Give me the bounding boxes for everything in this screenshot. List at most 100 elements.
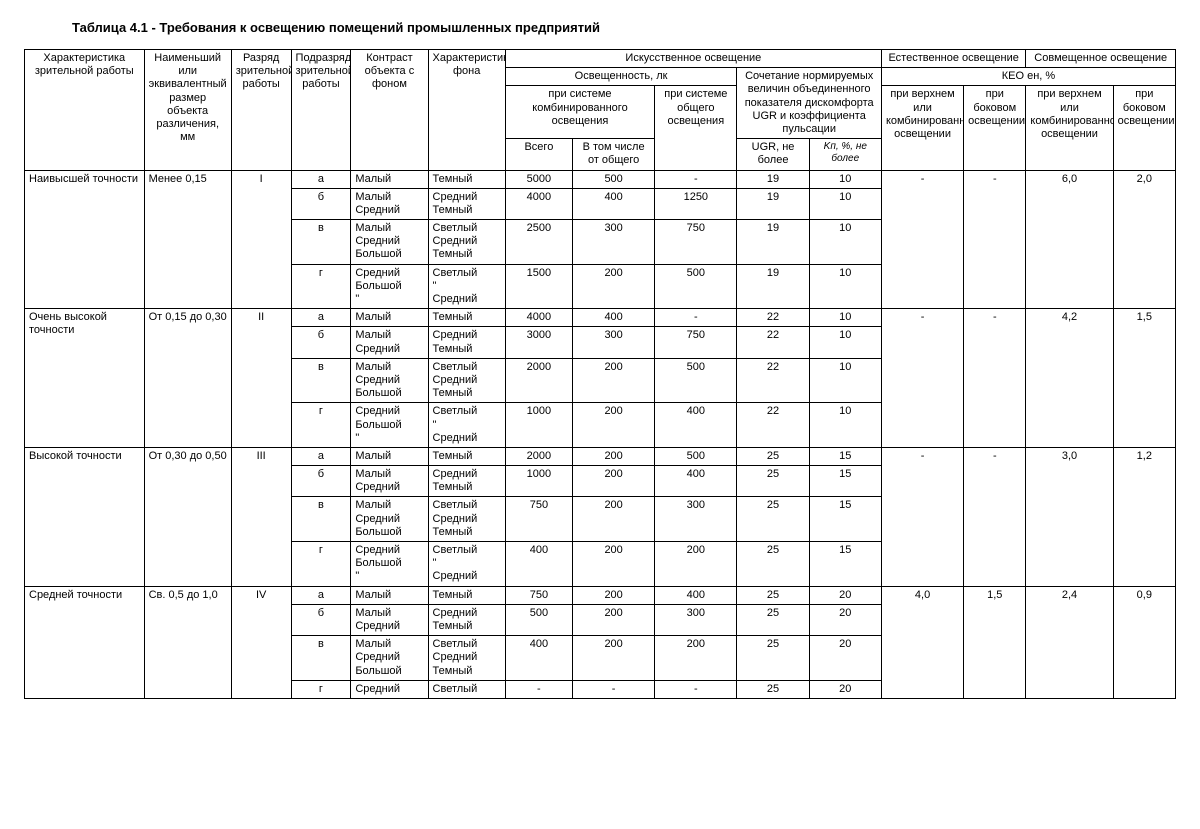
cell-contrast: Малый Средний (351, 604, 428, 635)
cell-ugr: 22 (737, 358, 809, 403)
cell-total: 750 (505, 497, 572, 542)
cell-general: 750 (655, 327, 737, 358)
group-name: Очень высокой точности (25, 309, 145, 448)
cell-kp: 10 (809, 264, 881, 309)
cell-ugr: 25 (737, 586, 809, 604)
group-size: От 0,30 до 0,50 (144, 447, 231, 586)
cell-podrazryad: в (291, 497, 351, 542)
group-razryad: IV (231, 586, 291, 698)
cell-fon: Средний Темный (428, 188, 505, 219)
cell-ugr: 22 (737, 403, 809, 448)
cell-ugr: 22 (737, 327, 809, 358)
cell-ugr: 19 (737, 220, 809, 265)
cell-contrast: Средний Большой " (351, 264, 428, 309)
cell-from-general: 200 (573, 586, 655, 604)
cell-podrazryad: б (291, 188, 351, 219)
cell-from-general: 400 (573, 309, 655, 327)
table-row: Средней точностиСв. 0,5 до 1,0IVаМалыйТе… (25, 586, 1176, 604)
cell-general: 500 (655, 447, 737, 465)
cell-from-general: 200 (573, 636, 655, 681)
cell-kp: 15 (809, 497, 881, 542)
hdr-kp-max: Kп, %, не более (809, 139, 881, 170)
cell-contrast: Малый Средний (351, 327, 428, 358)
cell-contrast: Малый Средний (351, 466, 428, 497)
cell-podrazryad: г (291, 264, 351, 309)
cell-from-general: 200 (573, 264, 655, 309)
cell-total: 5000 (505, 170, 572, 188)
cell-podrazryad: б (291, 327, 351, 358)
hdr-gen-sys: при системе общего освещения (655, 86, 737, 170)
cell-total: 400 (505, 636, 572, 681)
group-comb-top: 4,2 (1026, 309, 1113, 448)
group-name: Высокой точности (25, 447, 145, 586)
hdr-nat-top: при верхнем или комбинированном освещени… (881, 86, 963, 170)
cell-kp: 10 (809, 170, 881, 188)
cell-fon: Темный (428, 447, 505, 465)
cell-ugr: 25 (737, 497, 809, 542)
cell-from-general: 300 (573, 220, 655, 265)
group-comb-top: 3,0 (1026, 447, 1113, 586)
cell-podrazryad: а (291, 309, 351, 327)
cell-contrast: Средний Большой " (351, 403, 428, 448)
cell-total: 1000 (505, 466, 572, 497)
cell-general: 400 (655, 586, 737, 604)
cell-total: 400 (505, 542, 572, 587)
cell-podrazryad: б (291, 466, 351, 497)
group-comb-side: 1,5 (1113, 309, 1175, 448)
hdr-comb-side: при боковом освещении (1113, 86, 1175, 170)
cell-podrazryad: а (291, 170, 351, 188)
cell-contrast: Малый (351, 447, 428, 465)
group-comb-top: 2,4 (1026, 586, 1113, 698)
group-name: Средней точности (25, 586, 145, 698)
cell-general: - (655, 680, 737, 698)
cell-ugr: 19 (737, 264, 809, 309)
cell-general: 1250 (655, 188, 737, 219)
cell-contrast: Малый Средний Большой (351, 220, 428, 265)
cell-total: 2000 (505, 447, 572, 465)
group-nat-side: - (964, 170, 1026, 309)
cell-fon: Темный (428, 309, 505, 327)
cell-ugr: 22 (737, 309, 809, 327)
cell-kp: 10 (809, 309, 881, 327)
cell-general: 200 (655, 636, 737, 681)
cell-general: 500 (655, 264, 737, 309)
group-comb-top: 6,0 (1026, 170, 1113, 309)
cell-ugr: 25 (737, 680, 809, 698)
hdr-natural: Естественное освещение (881, 50, 1025, 68)
hdr-ugr-max: UGR, не более (737, 139, 809, 170)
cell-contrast: Малый Средний (351, 188, 428, 219)
cell-total: 2500 (505, 220, 572, 265)
cell-podrazryad: в (291, 358, 351, 403)
cell-from-general: 500 (573, 170, 655, 188)
cell-total: 1000 (505, 403, 572, 448)
cell-fon: Светлый Средний Темный (428, 220, 505, 265)
table-row: Высокой точностиОт 0,30 до 0,50IIIаМалый… (25, 447, 1176, 465)
group-razryad: III (231, 447, 291, 586)
cell-from-general: 200 (573, 604, 655, 635)
table-row: Очень высокой точностиОт 0,15 до 0,30IIа… (25, 309, 1176, 327)
cell-ugr: 25 (737, 542, 809, 587)
hdr-size: Наименьший или эквивалентный размер объе… (144, 50, 231, 171)
group-size: Менее 0,15 (144, 170, 231, 309)
group-comb-side: 1,2 (1113, 447, 1175, 586)
cell-contrast: Средний (351, 680, 428, 698)
hdr-podrazr: Подразряд зрительной работы (291, 50, 351, 171)
cell-total: 1500 (505, 264, 572, 309)
cell-from-general: 400 (573, 188, 655, 219)
cell-contrast: Малый Средний Большой (351, 358, 428, 403)
hdr-keo: КЕО eн, % (881, 68, 1175, 86)
group-nat-side: 1,5 (964, 586, 1026, 698)
hdr-illuminance: Освещенность, лк (505, 68, 737, 86)
cell-kp: 20 (809, 636, 881, 681)
cell-kp: 15 (809, 466, 881, 497)
cell-kp: 10 (809, 327, 881, 358)
cell-fon: Темный (428, 586, 505, 604)
table-body: Наивысшей точностиМенее 0,15IаМалыйТемны… (25, 170, 1176, 698)
cell-contrast: Малый (351, 309, 428, 327)
cell-fon: Средний Темный (428, 466, 505, 497)
group-nat-top: - (881, 447, 963, 586)
hdr-comb-top: при верхнем или комбинированном освещени… (1026, 86, 1113, 170)
cell-total: 4000 (505, 188, 572, 219)
cell-total: 2000 (505, 358, 572, 403)
cell-contrast: Малый Средний Большой (351, 497, 428, 542)
